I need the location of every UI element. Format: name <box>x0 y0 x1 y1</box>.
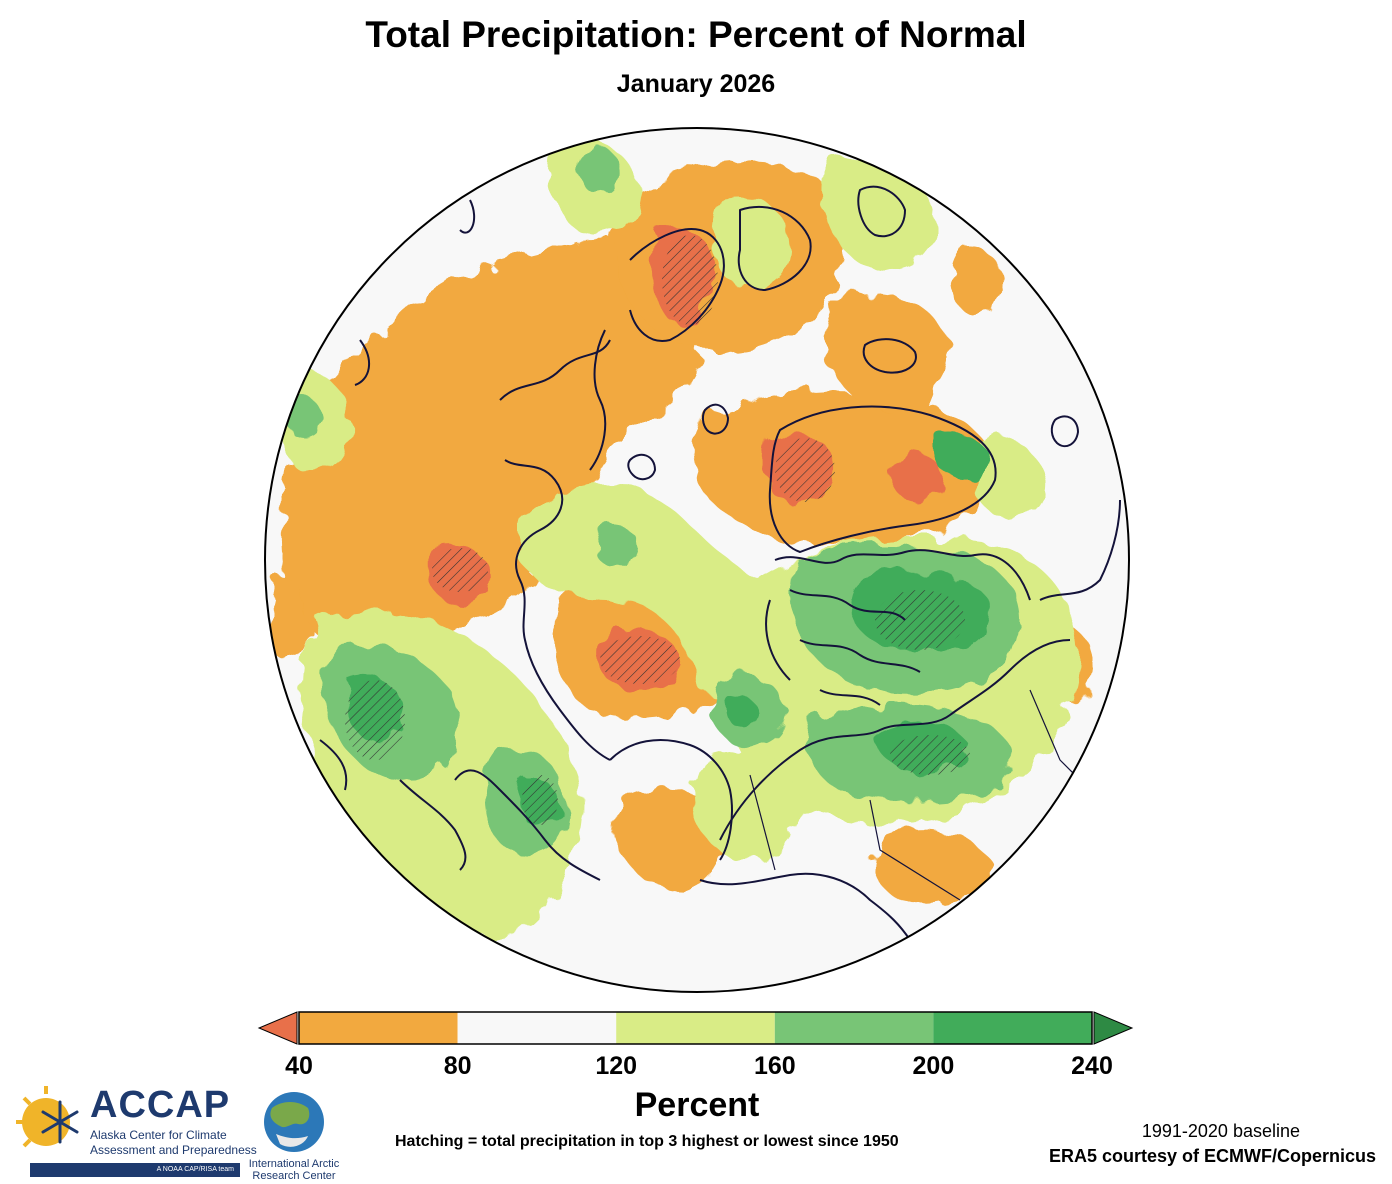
coastline-svalbard <box>627 403 729 481</box>
colorbar-tick-label: 160 <box>753 1052 796 1080</box>
hatch-area <box>662 235 718 325</box>
coastline-greenland <box>768 405 997 553</box>
wet-region-alaska <box>691 750 801 860</box>
colorbar-segment <box>616 1012 775 1044</box>
hatch-area <box>345 680 405 760</box>
colorbar <box>257 1011 1134 1045</box>
accap-tagline: A NOAA CAP/RISA team <box>30 1163 240 1177</box>
wetter-region-laptev <box>595 526 640 568</box>
wetter-region-atlantic <box>578 144 619 194</box>
colorbar-tick-label: 40 <box>285 1052 313 1080</box>
hatching-layer <box>345 235 970 825</box>
hatch-area <box>600 636 680 684</box>
dry-region-north-atlantic <box>824 292 952 410</box>
hatch-area <box>522 775 558 825</box>
colorbar-segment <box>774 1012 934 1044</box>
hatch-area <box>875 590 965 650</box>
colorbar-tick-label: 80 <box>443 1052 472 1080</box>
coastline-scandinavia <box>629 185 906 342</box>
very-wet-region-beaufort <box>726 697 760 729</box>
coastline-europe-asia <box>354 199 607 471</box>
accap-name: ACCAP <box>90 1084 231 1126</box>
baseline-note: 1991-2020 baseline <box>1141 1121 1300 1141</box>
map-border <box>264 127 1130 993</box>
dry-region-pacific-nw <box>871 829 991 905</box>
coastline-north-america <box>719 499 1121 841</box>
colorbar-outline <box>298 1011 1093 1045</box>
colorbar-tick-label: 240 <box>1071 1052 1113 1080</box>
colorbar-tick-label: 200 <box>912 1052 955 1080</box>
colorbar-segment <box>933 1012 1092 1044</box>
coastline-alaska <box>609 739 911 941</box>
wet-region-europe <box>821 157 937 271</box>
very-dry-region-greenland-east <box>889 451 943 501</box>
chart-subtitle: January 2026 <box>616 70 776 98</box>
coastline-canada-arctic <box>765 549 1031 706</box>
iarc-logo: International Arctic Research Center <box>246 1090 342 1182</box>
colorbar-over-arrow <box>1093 1011 1134 1045</box>
coastline-iceland <box>862 338 917 374</box>
sun-snowflake-icon <box>16 1086 79 1148</box>
hatch-area <box>775 438 835 502</box>
hatch-area <box>890 735 970 775</box>
data-credit: ERA5 courtesy of ECMWF/Copernicus <box>1048 1146 1376 1166</box>
map-disc <box>265 128 1129 992</box>
iarc-line-1: International Arctic <box>248 1158 340 1170</box>
colorbar-tick-label: 120 <box>595 1052 638 1080</box>
iarc-line-2: Research Center <box>252 1170 336 1182</box>
hatching-note: Hatching = total precipitation in top 3 … <box>395 1133 899 1150</box>
wet-region-arctic-center <box>520 482 791 697</box>
colorbar-title: Percent <box>634 1086 760 1124</box>
coastline-siberia <box>454 339 611 881</box>
dry-region-west-edge <box>270 577 309 661</box>
coastline-kamchatka <box>319 739 467 871</box>
hatch-area <box>432 548 488 592</box>
wet-region-norway-sea <box>712 197 790 289</box>
coastline-british-isles <box>1050 415 1079 448</box>
colorbar-segment <box>457 1012 617 1044</box>
chart-title: Total Precipitation: Percent of Normal <box>365 14 1027 55</box>
dry-region-greenland <box>691 389 997 546</box>
accap-line-2: Assessment and Preparedness <box>90 1143 257 1157</box>
dry-region-europe-east <box>950 248 1003 315</box>
colorbar-segment <box>299 1012 458 1044</box>
colorbar-under-arrow <box>257 1011 298 1045</box>
accap-line-1: Alaska Center for Climate <box>90 1128 227 1142</box>
very-wet-region-labrador <box>932 432 991 479</box>
accap-logo: ACCAP Alaska Center for Climate Assessme… <box>16 1084 257 1179</box>
coastlines <box>319 185 1121 941</box>
globe-icon <box>264 1092 324 1152</box>
